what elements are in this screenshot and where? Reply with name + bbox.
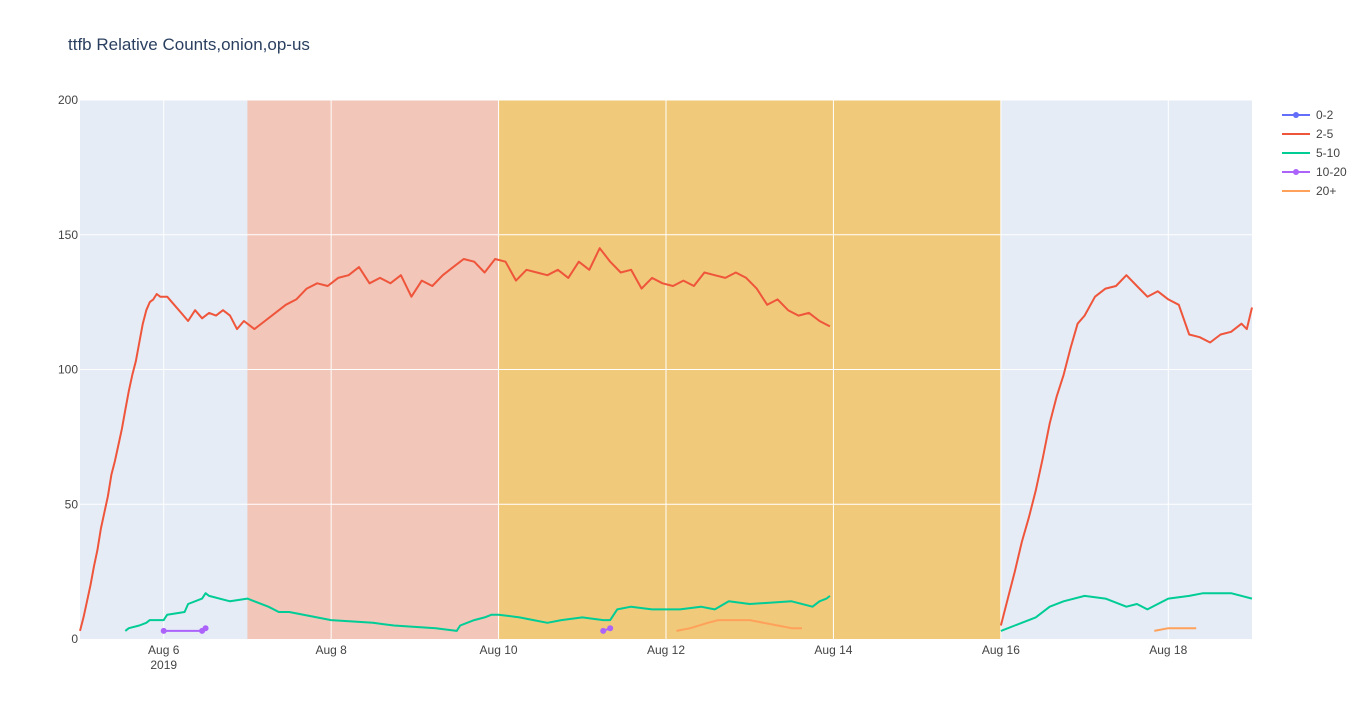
- x-tick-sublabel: 2019: [150, 658, 177, 672]
- x-tick-label: Aug 12: [647, 643, 685, 657]
- series-point-10-20: [607, 625, 614, 632]
- x-tick-label: Aug 8: [315, 643, 347, 657]
- legend-label-0-2: 0-2: [1316, 108, 1334, 122]
- x-tick-label: Aug 6: [148, 643, 180, 657]
- series-line-5-10: [1000, 592, 1253, 632]
- series-lines: [79, 247, 1253, 634]
- series-point-10-20: [160, 627, 167, 634]
- series-line-5-10: [124, 592, 831, 632]
- legend-marker-0-2: [1293, 112, 1299, 118]
- legend-label-10-20: 10-20: [1316, 165, 1347, 179]
- chart-title: ttfb Relative Counts,onion,op-us: [68, 35, 310, 54]
- x-tick-label: Aug 14: [814, 643, 852, 657]
- y-tick-label: 150: [58, 228, 78, 242]
- series-point-10-20: [600, 627, 607, 634]
- legend-marker-10-20: [1293, 169, 1299, 175]
- gridlines: [80, 99, 1252, 639]
- series-line-20+: [676, 619, 802, 632]
- legend-label-20+: 20+: [1316, 184, 1336, 198]
- series-point-10-20: [202, 625, 209, 632]
- legend: 0-2 2-5 5-10 10-20 20+: [1282, 108, 1347, 198]
- series-line-20+: [1154, 627, 1197, 632]
- legend-label-5-10: 5-10: [1316, 146, 1340, 160]
- x-tick-label: Aug 18: [1149, 643, 1187, 657]
- x-tick-label: Aug 16: [982, 643, 1020, 657]
- x-tick-label: Aug 10: [480, 643, 518, 657]
- y-tick-label: 100: [58, 363, 78, 377]
- series-line-2-5: [999, 274, 1253, 626]
- y-tick-label: 0: [71, 632, 78, 646]
- series-line-2-5: [79, 247, 831, 632]
- legend-label-2-5: 2-5: [1316, 127, 1334, 141]
- y-tick-label: 50: [65, 497, 79, 511]
- y-tick-label: 200: [58, 93, 78, 107]
- y-axis-ticks: 0 50 100 150 200: [58, 93, 78, 646]
